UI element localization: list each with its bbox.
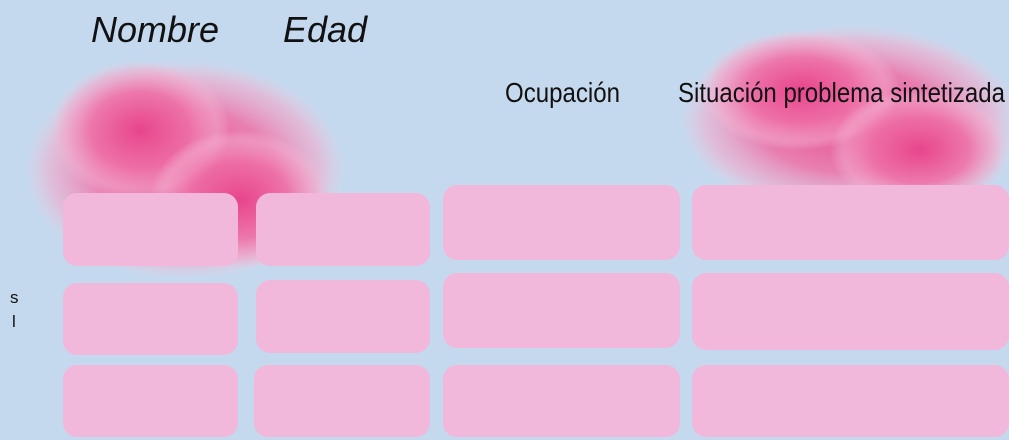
cell: [256, 280, 430, 353]
column-header: Nombre: [91, 9, 219, 50]
cell: [63, 283, 238, 355]
cell: [692, 365, 1009, 437]
cell: [256, 193, 430, 266]
cell: [692, 273, 1009, 350]
table-cells: [63, 185, 1009, 437]
side-text: l: [12, 312, 16, 331]
cell: [443, 185, 680, 260]
column-header: Edad: [283, 9, 368, 50]
column-header: Ocupación: [505, 77, 620, 108]
column-header: Situación problema sintetizada: [678, 77, 1005, 108]
side-text: s: [10, 288, 19, 307]
cell: [443, 365, 680, 437]
cell: [254, 365, 430, 437]
cell: [692, 185, 1009, 260]
cell: [63, 365, 238, 437]
cell: [443, 273, 680, 348]
watercolor-right: [680, 25, 1009, 215]
cell: [63, 193, 238, 266]
